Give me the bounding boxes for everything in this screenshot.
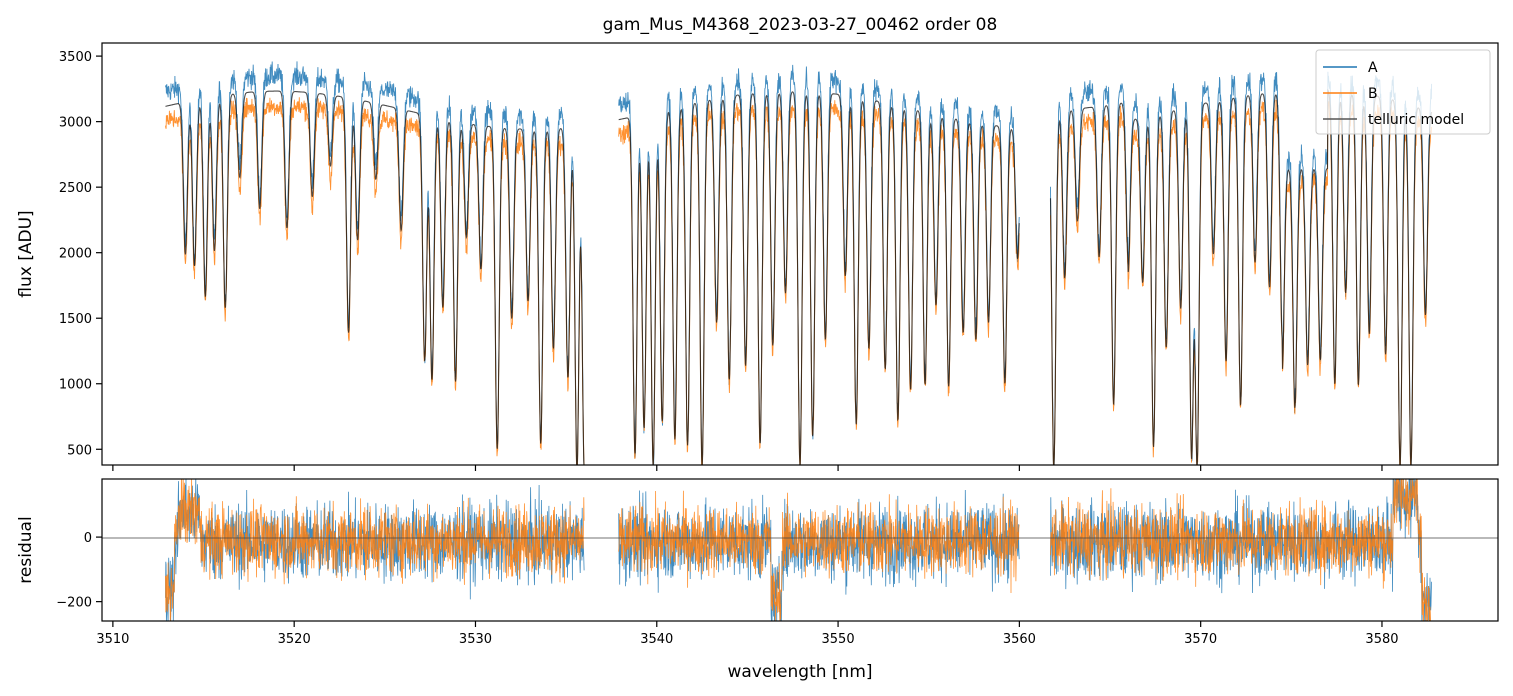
flux-x-ticks xyxy=(112,465,1383,471)
x-tick-label: 3560 xyxy=(1003,632,1036,647)
chart-title: gam_Mus_M4368_2023-03-27_00462 order 08 xyxy=(603,15,998,35)
residual-plot-area xyxy=(102,479,1498,621)
y-tick-label: 2000 xyxy=(59,247,92,262)
y-tick-label: 1000 xyxy=(59,378,92,393)
x-tick-label: 3520 xyxy=(278,632,311,647)
x-tick-label: 3530 xyxy=(459,632,492,647)
y-tick-label: 3000 xyxy=(59,116,92,131)
x-tick-label: 3550 xyxy=(822,632,855,647)
y-tick-label: 2500 xyxy=(59,181,92,196)
residual-panel: −200 0 3510 3520 3530 3540 3550 3560 3570 3580 r… xyxy=(16,478,1499,682)
flux-y-ticks: 500 1000 1500 2000 2500 3000 3500 xyxy=(59,50,102,458)
x-axis-label: wavelength [nm] xyxy=(727,662,872,682)
residual-axes-frame xyxy=(101,478,1499,622)
telluric-model-line xyxy=(165,88,1433,465)
y-tick-label: 0 xyxy=(84,531,92,546)
legend: A B telluric model xyxy=(1315,49,1491,135)
legend-label-a: A xyxy=(1368,60,1378,76)
residual-x-ticks: 3510 3520 3530 3540 3550 3560 3570 3580 xyxy=(96,621,1399,647)
residual-b-line xyxy=(165,479,1431,621)
flux-plot-area xyxy=(165,61,1433,465)
y-tick-label: 500 xyxy=(67,443,92,458)
x-tick-label: 3540 xyxy=(640,632,673,647)
legend-label-b: B xyxy=(1368,86,1378,102)
flux-axes-frame xyxy=(101,42,1499,466)
residual-y-ticks: −200 0 xyxy=(56,531,102,611)
y-tick-label: 3500 xyxy=(59,50,92,65)
x-tick-label: 3510 xyxy=(96,632,129,647)
y-tick-label: −200 xyxy=(56,596,92,611)
residual-y-label: residual xyxy=(16,516,36,583)
x-tick-label: 3580 xyxy=(1365,632,1398,647)
legend-label-telluric: telluric model xyxy=(1368,112,1464,128)
flux-panel: 500 1000 1500 2000 2500 3000 3500 flux [ADU] A… xyxy=(16,42,1499,471)
x-tick-label: 3570 xyxy=(1184,632,1217,647)
flux-y-label: flux [ADU] xyxy=(16,210,36,297)
y-tick-label: 1500 xyxy=(59,312,92,327)
